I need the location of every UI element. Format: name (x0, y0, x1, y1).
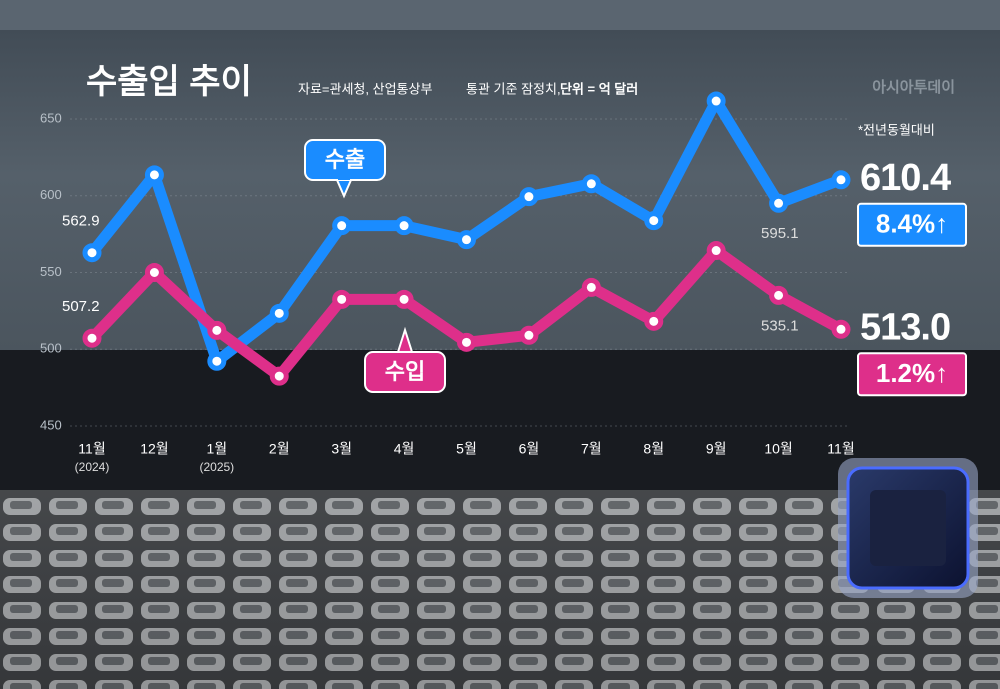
callout-box (364, 351, 446, 393)
data-point (394, 289, 414, 309)
data-point (269, 366, 289, 386)
value-label: 535.1 (761, 317, 799, 334)
data-point (207, 320, 227, 340)
end-value-label: 513.0 (860, 306, 950, 348)
data-point (269, 303, 289, 323)
data-point (207, 351, 227, 371)
data-point (644, 211, 664, 231)
x-tick-note: (2024) (75, 460, 110, 474)
y-tick-label: 550 (40, 264, 62, 279)
data-point (394, 216, 414, 236)
x-tick-label: 2월 (269, 441, 290, 457)
x-tick-label: 5월 (456, 441, 477, 457)
change-badge (857, 202, 967, 247)
value-label: 595.1 (761, 225, 799, 242)
source: 자료=관세청, 산업통상부 (298, 81, 432, 96)
data-point (831, 319, 851, 339)
note: 통관 기준 잠정치, (466, 81, 561, 96)
legend-label: 수입 (385, 359, 425, 384)
data-point (144, 263, 164, 282)
data-point (706, 241, 726, 261)
comparison-note: *전년동월대비 (858, 122, 935, 137)
data-point (82, 328, 102, 348)
x-tick-label: 1월 (206, 441, 227, 457)
data-point (457, 332, 476, 352)
data-point (332, 289, 352, 309)
logo: 아시아투데이 (872, 79, 955, 96)
car-lot-shade (0, 490, 1000, 689)
x-tick-label: 11월 (78, 441, 105, 457)
end-value-label: 610.4 (860, 157, 951, 199)
chip-icon (838, 458, 978, 598)
change-badge (857, 352, 967, 397)
data-point (769, 193, 789, 213)
callout-seam (399, 353, 411, 356)
data-point (519, 187, 539, 207)
value-label: 507.2 (62, 298, 100, 315)
change-label: 1.2%↑ (876, 358, 948, 388)
y-tick-label: 500 (40, 341, 62, 356)
x-tick-label: 7월 (581, 441, 602, 457)
legend-label: 수출 (325, 147, 365, 172)
data-point (457, 230, 476, 250)
ship-shadow (0, 350, 1000, 490)
data-point (332, 216, 352, 236)
data-point (581, 174, 601, 194)
x-tick-label: 6월 (519, 441, 540, 457)
x-tick-label: 4월 (394, 441, 415, 457)
x-tick-label: 3월 (331, 441, 352, 457)
x-tick-label: 12월 (140, 441, 168, 457)
y-tick-label: 450 (40, 417, 62, 432)
data-point (82, 243, 102, 263)
data-point (831, 170, 851, 190)
callout-seam (338, 177, 350, 180)
data-point (144, 165, 164, 185)
y-tick-label: 600 (40, 187, 62, 202)
x-tick-label: 8월 (643, 441, 664, 457)
x-tick-note: (2025) (199, 460, 234, 474)
x-tick-label: 9월 (706, 441, 727, 457)
ship-deck (0, 0, 1000, 30)
unit: 단위 = 억 달러 (560, 81, 638, 96)
data-point (519, 325, 539, 345)
change-label: 8.4%↑ (876, 209, 948, 239)
x-tick-label: 11월 (827, 441, 854, 457)
data-point (581, 277, 601, 297)
x-tick-label: 10월 (764, 441, 792, 457)
data-point (644, 311, 664, 331)
chart-title: 수출입 추이 (86, 63, 252, 101)
data-point (769, 285, 789, 305)
y-tick-label: 650 (40, 110, 62, 125)
value-label: 562.9 (62, 213, 100, 230)
data-point (706, 91, 726, 111)
